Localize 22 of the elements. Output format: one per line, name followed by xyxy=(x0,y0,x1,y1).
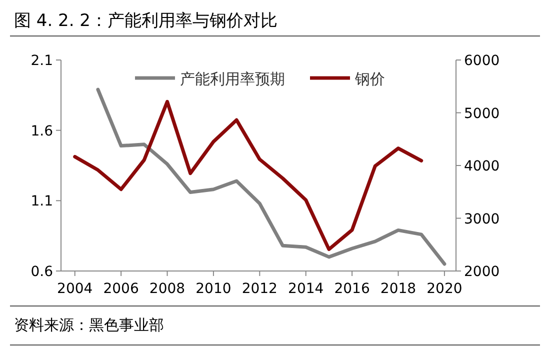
x-tick-label: 2014 xyxy=(288,281,324,297)
y2-tick-label: 2000 xyxy=(464,264,500,280)
y-tick-label: 1.6 xyxy=(30,123,54,140)
chart-title: 图 4. 2. 2：产能利用率与钢价对比 xyxy=(14,11,278,31)
x-tick-label: 2012 xyxy=(242,281,278,297)
x-tick-label: 2020 xyxy=(426,281,462,297)
x-tick-label: 2008 xyxy=(149,281,186,297)
x-tick-label: 2010 xyxy=(196,281,232,297)
y-tick-label: 0.6 xyxy=(30,264,54,280)
x-tick-label: 2018 xyxy=(380,281,416,297)
y2-tick-label: 4000 xyxy=(464,158,500,174)
y2-tick-label: 5000 xyxy=(464,106,500,122)
y2-tick-label: 6000 xyxy=(464,53,500,69)
y-tick-label: 2.1 xyxy=(30,53,53,69)
x-tick-label: 2004 xyxy=(57,281,93,297)
text: 资料来源：黑色事业部 xyxy=(14,316,164,334)
y-tick-label: 1.1 xyxy=(30,194,53,210)
x-tick-label: 2016 xyxy=(334,281,370,297)
legend-label: 产能利用率预期 xyxy=(180,70,285,88)
legend-label: 钢价 xyxy=(354,70,385,88)
y2-tick-label: 3000 xyxy=(464,211,500,228)
x-tick-label: 2006 xyxy=(103,281,139,297)
